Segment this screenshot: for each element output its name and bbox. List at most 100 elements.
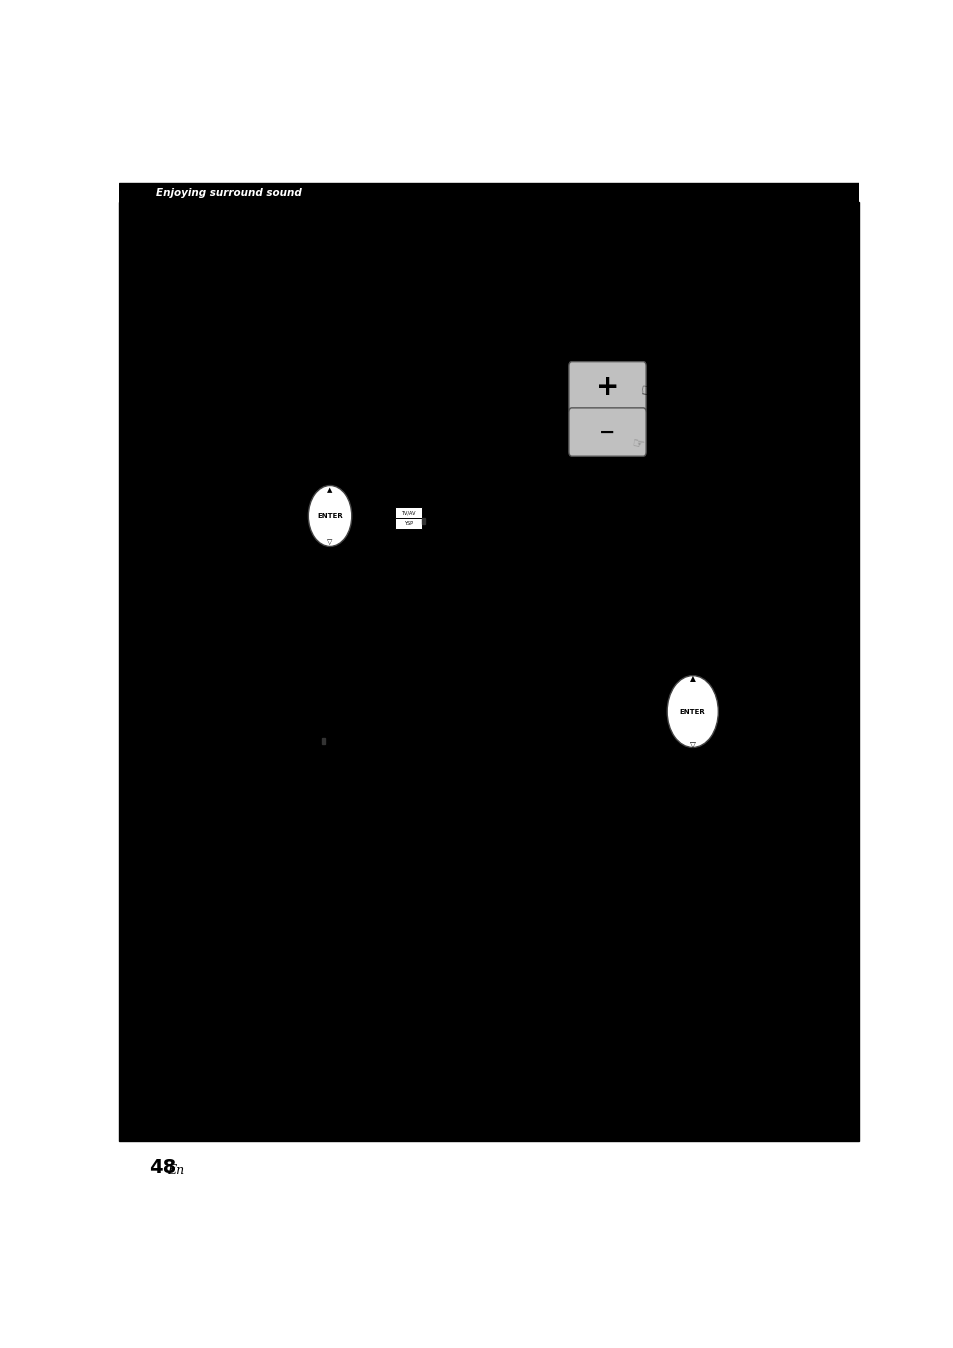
FancyBboxPatch shape	[245, 375, 286, 400]
Text: Set the operation mode selector to YSP.: Set the operation mode selector to YSP.	[189, 704, 454, 717]
FancyBboxPatch shape	[245, 457, 286, 483]
FancyBboxPatch shape	[291, 573, 337, 600]
Text: INPUTMODE: INPUTMODE	[323, 346, 355, 352]
FancyBboxPatch shape	[363, 330, 398, 348]
Text: CH LEVEL: CH LEVEL	[250, 481, 276, 485]
FancyBboxPatch shape	[288, 834, 350, 867]
Text: 7: 7	[261, 437, 270, 449]
FancyBboxPatch shape	[235, 310, 444, 625]
Text: If you hear sound from your TV speakers,
reduce the volume level of your TV unti: If you hear sound from your TV speakers,…	[530, 220, 823, 263]
Text: Press VOLUME +/– to adjust the volume
level.: Press VOLUME +/– to adjust the volume le…	[530, 319, 791, 346]
Text: MACRO: MACRO	[369, 324, 389, 329]
FancyBboxPatch shape	[353, 458, 400, 483]
Text: Enjoying surround sound: Enjoying surround sound	[156, 187, 302, 198]
Text: 9: 9	[369, 437, 377, 449]
Text: This unit outputs audio signals from your TV.: This unit outputs audio signals from you…	[189, 789, 456, 802]
Text: Press SUR. DECODE repeatedly (or press
SUR. DECODE and then press ◁ / ▷) to
swit: Press SUR. DECODE repeatedly (or press S…	[530, 496, 800, 539]
Text: MENU: MENU	[388, 481, 404, 485]
Text: 1: 1	[261, 381, 270, 394]
Bar	[149, 210, 458, 241]
Text: Enjoying TV in surround sound: Enjoying TV in surround sound	[148, 217, 459, 235]
Text: 8: 8	[309, 437, 317, 449]
Text: 3BEAM: 3BEAM	[365, 368, 384, 373]
Text: Press TV.: Press TV.	[189, 774, 250, 786]
Text: TEST: TEST	[256, 535, 270, 541]
Text: −: −	[598, 422, 615, 442]
Bar	[395, 507, 421, 518]
FancyBboxPatch shape	[286, 330, 321, 348]
Text: +: +	[309, 580, 320, 594]
Text: 6: 6	[369, 410, 377, 423]
Text: Before performing the steps below, set the volume of this unit to
30. If necessa: Before performing the steps below, set t…	[159, 290, 499, 310]
FancyBboxPatch shape	[291, 457, 335, 483]
Text: ☞: ☞	[603, 635, 620, 655]
Circle shape	[647, 648, 737, 775]
Text: +: +	[369, 580, 380, 594]
FancyBboxPatch shape	[353, 375, 394, 400]
Text: +: +	[596, 373, 618, 402]
FancyBboxPatch shape	[320, 330, 355, 348]
FancyBboxPatch shape	[243, 353, 281, 371]
Text: STEREO: STEREO	[253, 398, 275, 403]
Circle shape	[384, 537, 409, 572]
Text: 3: 3	[149, 774, 162, 793]
Text: 5: 5	[489, 319, 503, 338]
FancyBboxPatch shape	[320, 353, 361, 371]
Text: ENTER: ENTER	[316, 514, 342, 519]
Text: ▲: ▲	[689, 674, 695, 683]
FancyBboxPatch shape	[247, 326, 280, 348]
Text: 5: 5	[309, 410, 317, 423]
Text: YSP: YSP	[403, 522, 413, 526]
Text: VOL MODE: VOL MODE	[248, 346, 277, 352]
Text: VOLUME: VOLUME	[243, 566, 266, 570]
Text: SUR. DECODE: SUR. DECODE	[355, 453, 392, 458]
Text: ST+3BEAM: ST+3BEAM	[296, 368, 327, 373]
Text: ☞: ☞	[630, 435, 645, 452]
Bar	[288, 737, 321, 748]
Circle shape	[293, 464, 367, 569]
FancyBboxPatch shape	[351, 573, 398, 600]
Text: INPUT1: INPUT1	[290, 324, 310, 329]
Text: 4: 4	[261, 410, 270, 423]
Text: ✱: ✱	[149, 287, 156, 298]
Text: En: En	[167, 1163, 184, 1177]
Text: 2: 2	[149, 704, 162, 723]
FancyBboxPatch shape	[291, 596, 337, 619]
Circle shape	[384, 483, 409, 518]
Text: 6: 6	[489, 496, 503, 515]
Text: ▲: ▲	[327, 487, 333, 493]
Text: YSP: YSP	[299, 740, 311, 745]
Text: 48: 48	[149, 1158, 175, 1177]
Text: TV: TV	[258, 333, 269, 342]
Circle shape	[308, 485, 352, 546]
Text: SUR. DECODE: SUR. DECODE	[487, 686, 535, 692]
Text: 0: 0	[261, 464, 270, 476]
Text: 2: 2	[309, 381, 317, 394]
FancyBboxPatch shape	[562, 360, 652, 461]
Text: Signals input from 2-channel sources are played back
in multi-channels.
For more: Signals input from 2-channel sources are…	[530, 549, 850, 607]
FancyBboxPatch shape	[568, 361, 645, 412]
Text: −: −	[310, 603, 319, 612]
Bar	[395, 518, 421, 528]
Text: RETURN: RETURN	[385, 535, 407, 541]
Text: TV/AV: TV/AV	[400, 511, 416, 515]
FancyBboxPatch shape	[351, 596, 398, 619]
FancyBboxPatch shape	[548, 608, 619, 636]
Bar	[321, 737, 324, 744]
Text: TV/AV: TV/AV	[295, 729, 314, 735]
FancyBboxPatch shape	[245, 430, 286, 456]
FancyBboxPatch shape	[291, 375, 335, 400]
Text: +: +	[249, 580, 260, 594]
Text: Select the TV channel you want to watch.: Select the TV channel you want to watch.	[189, 644, 465, 656]
Text: ▽: ▽	[689, 740, 695, 749]
Text: You can enjoy analog audio signals output from your TV
in real surround sound.: You can enjoy analog audio signals outpu…	[149, 251, 481, 278]
Text: 5BEAM: 5BEAM	[255, 368, 274, 373]
Text: 1: 1	[149, 644, 162, 663]
Text: ☞: ☞	[716, 727, 733, 745]
FancyBboxPatch shape	[291, 403, 335, 430]
Text: VOLUME: VOLUME	[593, 348, 621, 355]
Text: TV
INPUT2: TV INPUT2	[326, 314, 346, 325]
FancyBboxPatch shape	[245, 403, 286, 430]
Text: TV VOL: TV VOL	[365, 566, 384, 570]
Text: ◁: ◁	[301, 514, 306, 519]
